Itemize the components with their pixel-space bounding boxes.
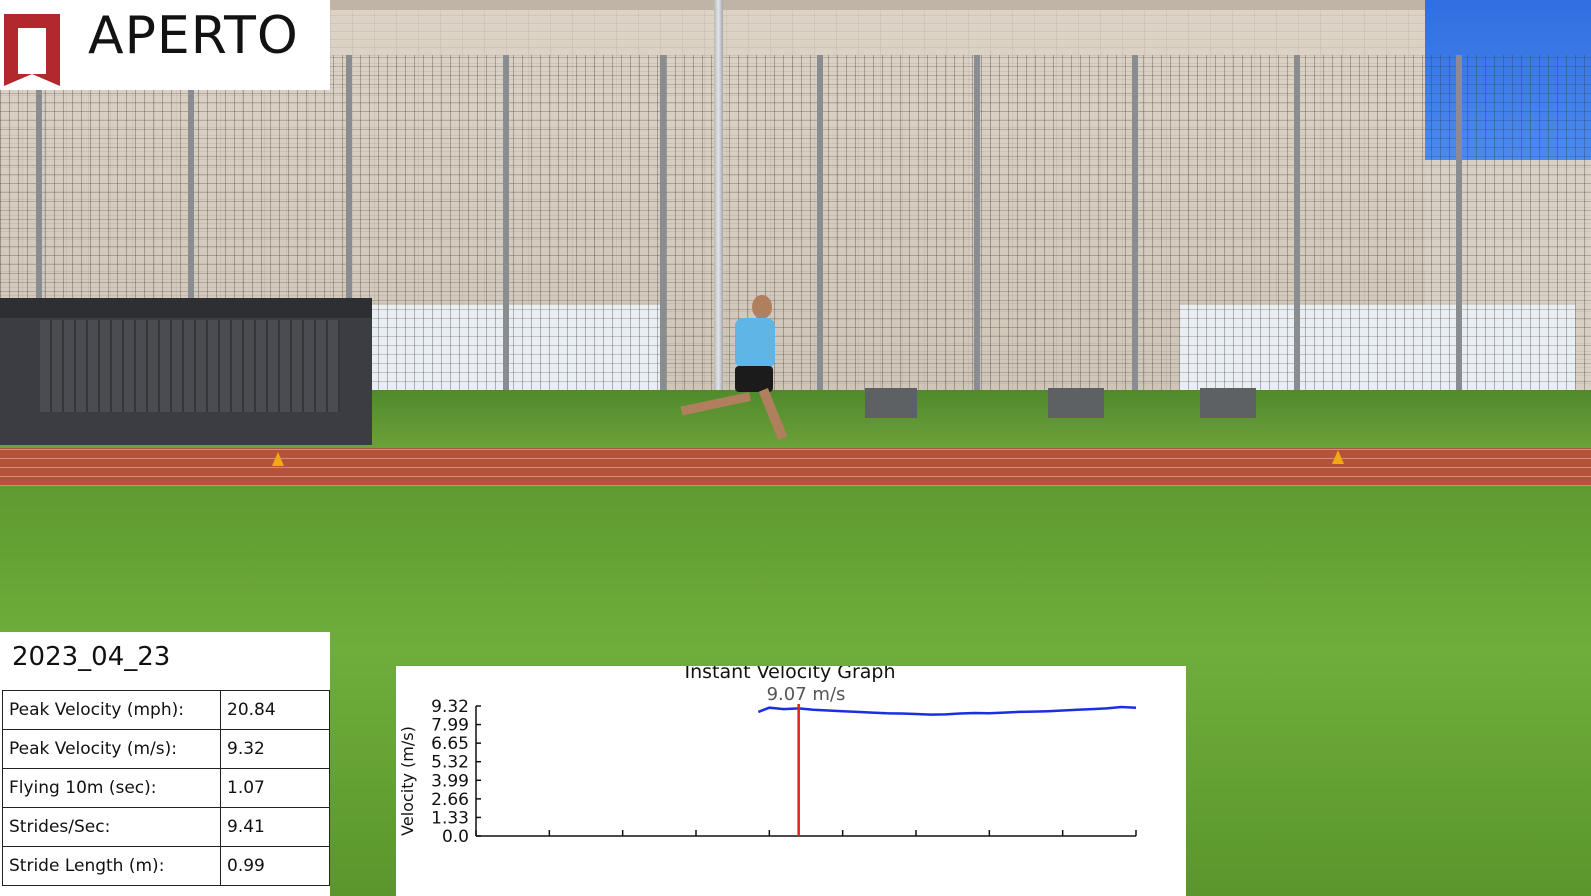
fence-post	[188, 90, 194, 445]
fence-post	[503, 55, 509, 445]
fence-post	[1132, 55, 1138, 445]
fence-post	[1294, 55, 1300, 445]
running-track	[0, 448, 1591, 486]
velocity-readout: 9.07 m/s	[767, 684, 846, 705]
velocity-chart: Instant Velocity Graph 9.07 m/s Velocity…	[398, 666, 1137, 847]
fence-post	[1456, 55, 1462, 445]
stat-label: Peak Velocity (m/s):	[2, 729, 221, 769]
stat-value: 9.32	[220, 729, 330, 769]
y-tick-label: 2.66	[431, 790, 469, 810]
y-tick-label: 9.32	[431, 697, 469, 717]
fence-post	[974, 55, 980, 445]
stats-row: Flying 10m (sec): 1.07	[2, 768, 330, 808]
stat-value: 9.41	[220, 807, 330, 847]
chart-title: Instant Velocity Graph	[684, 666, 895, 683]
velocity-line	[757, 705, 1137, 716]
stat-value: 0.99	[220, 846, 330, 886]
y-tick-label: 0.0	[442, 827, 469, 847]
session-date: 2023_04_23	[12, 642, 171, 672]
fence-post	[660, 55, 666, 445]
fence-post	[817, 55, 823, 445]
stat-label: Stride Length (m):	[2, 846, 221, 886]
stat-value: 20.84	[220, 690, 330, 730]
fence-post	[36, 90, 42, 445]
y-tick-label: 3.99	[431, 771, 469, 791]
x-axis	[475, 830, 1137, 837]
dugout-roof	[0, 298, 372, 318]
stat-label: Flying 10m (sec):	[2, 768, 221, 808]
bench	[1200, 388, 1256, 418]
dugout-wall	[40, 320, 340, 412]
stats-row: Stride Length (m): 0.99	[2, 846, 330, 886]
y-tick-label: 7.99	[431, 716, 469, 736]
stats-panel: 2023_04_23 Peak Velocity (mph): 20.84 Pe…	[0, 632, 330, 896]
logo: APERTO	[0, 0, 330, 90]
logo-mark-icon	[4, 14, 60, 86]
runner-shorts	[735, 366, 773, 392]
runner-shirt	[735, 318, 775, 368]
stats-table: Peak Velocity (mph): 20.84 Peak Velocity…	[2, 690, 330, 886]
stat-label: Peak Velocity (mph):	[2, 690, 221, 730]
stat-value: 1.07	[220, 768, 330, 808]
series-layer	[757, 705, 1137, 716]
bench	[1048, 388, 1104, 418]
y-tick-label: 6.65	[431, 734, 469, 754]
velocity-graph: Instant Velocity Graph 9.07 m/s Velocity…	[396, 666, 1186, 896]
y-axis-ticks: 9.327.996.655.323.992.661.330.0	[431, 697, 481, 847]
bench	[865, 388, 917, 418]
building-window	[370, 305, 660, 390]
stats-row: Strides/Sec: 9.41	[2, 807, 330, 847]
light-pole	[714, 0, 723, 445]
y-tick-label: 5.32	[431, 753, 469, 773]
stat-label: Strides/Sec:	[2, 807, 221, 847]
y-tick-label: 1.33	[431, 808, 469, 828]
stats-row: Peak Velocity (mph): 20.84	[2, 690, 330, 730]
runner-head	[752, 295, 772, 319]
building-window	[1180, 305, 1575, 390]
marker-cone	[272, 452, 284, 466]
y-axis-label: Velocity (m/s)	[398, 726, 417, 836]
building-roofline	[330, 0, 1425, 10]
stats-row: Peak Velocity (m/s): 9.32	[2, 729, 330, 769]
fence-post	[346, 55, 352, 445]
marker-cone	[1332, 450, 1344, 464]
logo-text: APERTO	[88, 6, 299, 66]
